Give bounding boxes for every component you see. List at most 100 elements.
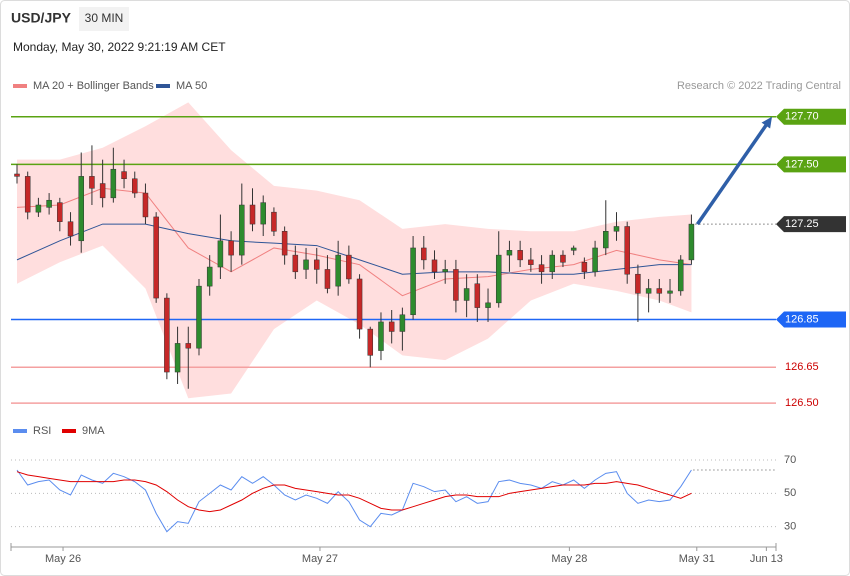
level-label: 127.25 — [785, 218, 819, 230]
candle-body — [677, 259, 684, 292]
candle-body — [174, 343, 181, 373]
candle-body — [624, 226, 630, 275]
candle-body — [431, 259, 438, 273]
candle-body — [506, 250, 513, 256]
level-label: 126.85 — [785, 313, 819, 325]
candle-body — [410, 247, 416, 316]
level-tag — [776, 311, 846, 328]
candle-body — [67, 221, 74, 237]
candle-body — [132, 178, 138, 194]
interval: 30 MIN — [85, 11, 124, 25]
candle-body — [35, 204, 42, 213]
candle-body — [153, 216, 159, 299]
bollinger-band — [16, 102, 692, 399]
candle-body — [453, 269, 459, 301]
candle-body — [645, 288, 652, 294]
level-tag — [776, 108, 846, 125]
interval-box — [79, 7, 129, 31]
candle-body — [474, 283, 481, 308]
candle-body — [228, 240, 234, 256]
candle-body — [292, 254, 299, 273]
candle-body — [442, 269, 448, 273]
legend-swatch — [13, 429, 27, 433]
candle-body — [196, 285, 202, 349]
candle-body — [78, 176, 84, 242]
candle-body — [271, 211, 277, 232]
candle-body — [260, 202, 266, 225]
rsi-line — [16, 471, 692, 513]
candle-body — [399, 314, 406, 332]
candle-body — [57, 202, 63, 222]
candle-body — [89, 176, 95, 189]
candle-body — [367, 328, 374, 356]
level-label: 127.50 — [785, 158, 819, 170]
legend-label: RSI — [33, 425, 51, 437]
x-tick-label: May 31 — [679, 553, 715, 565]
candle-body — [346, 254, 352, 280]
candle-body — [24, 176, 31, 213]
forecast-arrow — [695, 120, 771, 226]
timestamp: Monday, May 30, 2022 9:21:19 AM CET — [13, 40, 226, 54]
candle-body — [581, 262, 588, 273]
candle-body — [185, 343, 192, 349]
credit: Research © 2022 Trading Central — [677, 80, 841, 92]
legend-swatch — [13, 84, 27, 88]
candle-body — [528, 259, 534, 265]
candle-body — [99, 183, 106, 199]
legend-label: 9MA — [82, 425, 105, 437]
candle-body — [549, 254, 556, 273]
level-tag — [776, 156, 846, 173]
candle-body — [142, 192, 149, 218]
candle-body — [313, 259, 320, 270]
candle-body — [324, 269, 331, 289]
moving-average — [16, 223, 692, 275]
rsi-line — [16, 469, 692, 533]
level-label: 126.50 — [785, 397, 819, 409]
candle-body — [517, 250, 523, 261]
legend-swatch — [62, 429, 76, 433]
candle-body — [613, 226, 620, 232]
candle-body — [239, 204, 245, 256]
y-tick-label: 30 — [784, 521, 796, 533]
candle-body — [335, 254, 341, 287]
candle-body — [217, 240, 224, 268]
candle-body — [388, 321, 395, 332]
candle-body — [656, 288, 663, 294]
candle-body — [14, 173, 20, 177]
y-tick-label: 50 — [784, 487, 796, 499]
symbol: USD/JPY — [11, 10, 72, 26]
moving-average — [16, 187, 692, 297]
candle-body — [356, 278, 363, 330]
candle-body — [495, 254, 502, 304]
candle-body — [164, 297, 170, 373]
candle-body — [206, 266, 213, 287]
legend-swatch — [156, 84, 170, 88]
candle-body — [635, 273, 641, 294]
x-tick-label: May 27 — [302, 553, 338, 565]
x-tick-label: May 26 — [45, 553, 81, 565]
legend-label: MA 50 — [176, 80, 207, 92]
candle-body — [378, 321, 384, 351]
candle-body — [249, 204, 256, 225]
candle-body — [110, 168, 117, 199]
level-label: 127.70 — [785, 111, 819, 123]
candle-body — [603, 231, 609, 249]
level-label: 126.65 — [785, 361, 819, 373]
candle-body — [303, 259, 309, 270]
candle-body — [421, 247, 427, 261]
level-tag — [776, 216, 846, 233]
candle-body — [667, 290, 673, 294]
x-tick-label: Jun 13 — [750, 553, 783, 565]
candle-body — [688, 223, 695, 261]
y-tick-label: 70 — [784, 454, 796, 466]
candle-body — [560, 254, 566, 263]
candle-body — [463, 288, 470, 301]
x-tick-label: May 28 — [551, 553, 587, 565]
candle-body — [592, 247, 598, 273]
candle-body — [281, 231, 288, 256]
candle-body — [570, 247, 577, 251]
candle-body — [46, 199, 52, 208]
forecast-arrowhead — [761, 116, 772, 129]
candle-body — [121, 171, 127, 180]
